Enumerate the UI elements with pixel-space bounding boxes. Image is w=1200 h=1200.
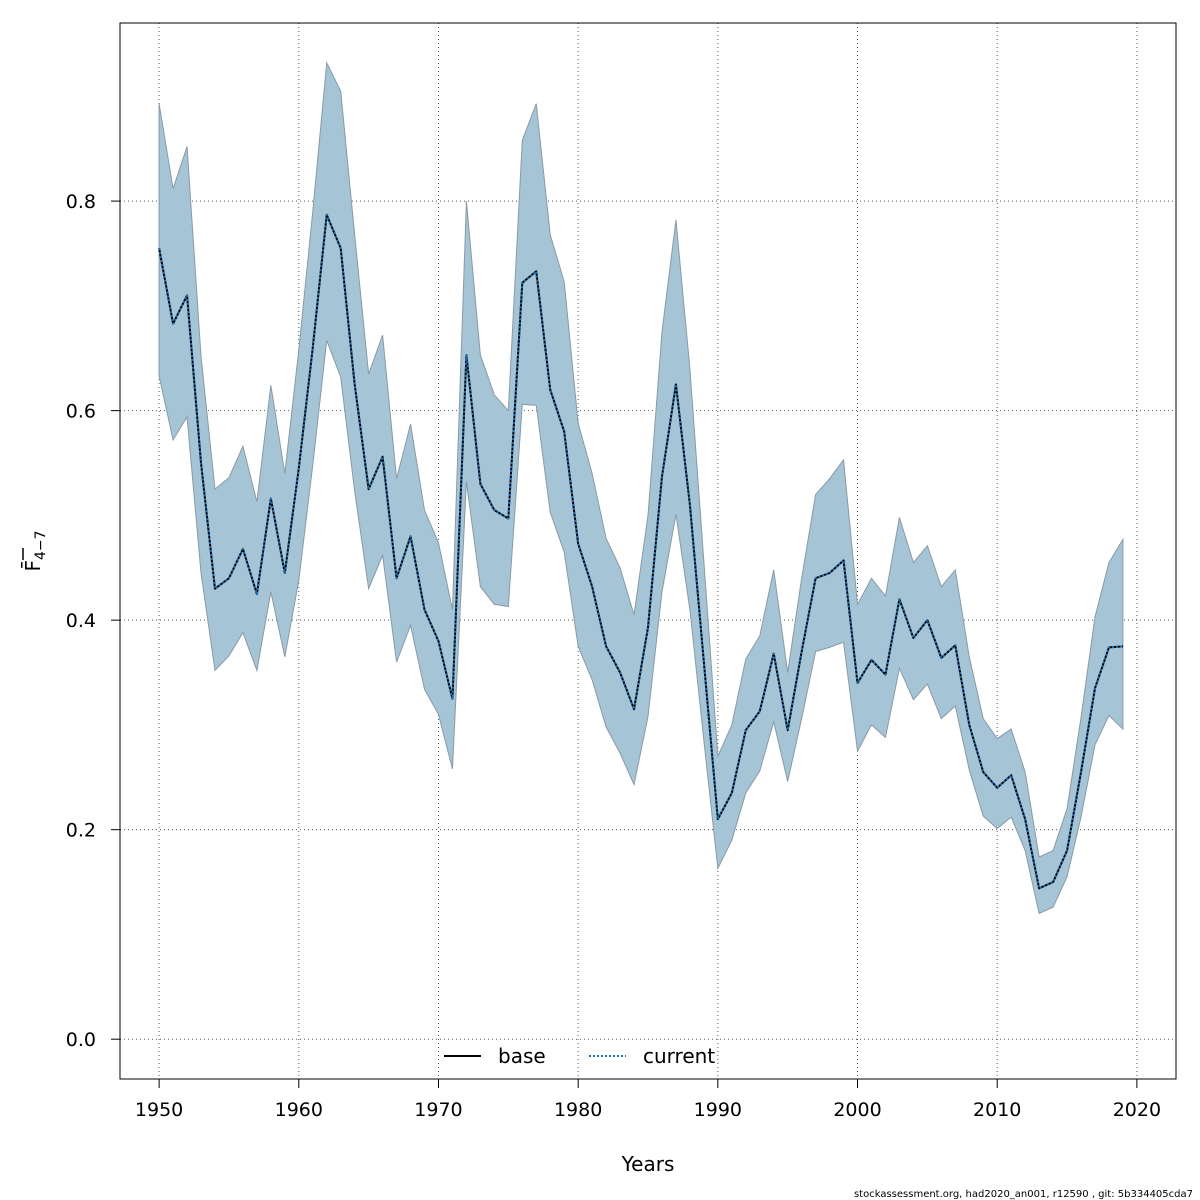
footer-text: stockassessment.org, had2020_an001, r125… — [854, 1189, 1193, 1200]
series-lines — [158, 213, 1123, 890]
svg-text:F̄4−7: F̄4−7 — [20, 530, 49, 571]
x-tick-label: 2020 — [1113, 1099, 1161, 1121]
y-axis-title: F̄4−7 — [20, 530, 49, 571]
y-axis-title-main: F̄ — [20, 560, 45, 572]
x-tick-label: 1950 — [135, 1099, 183, 1121]
y-tick-label: 0.4 — [66, 610, 96, 632]
x-axis-title: Years — [621, 1152, 675, 1176]
y-tick-label: 0.2 — [66, 820, 96, 842]
x-tick-label: 1980 — [554, 1099, 602, 1121]
confidence-band — [158, 61, 1124, 915]
axes: 1950 1960 1970 1980 1990 2000 2010 2020 0.0 0.2 0.… — [66, 191, 1161, 1121]
y-tick-label: 0.8 — [66, 191, 96, 213]
legend: base current — [444, 1044, 715, 1068]
legend-base-label: base — [498, 1044, 546, 1068]
x-tick-label: 1970 — [414, 1099, 462, 1121]
confidence-band-area — [158, 61, 1124, 915]
y-axis-title-subscript: 4−7 — [33, 530, 49, 560]
x-tick-label: 2000 — [833, 1099, 881, 1121]
legend-current-label: current — [643, 1044, 715, 1068]
x-tick-label: 1990 — [694, 1099, 742, 1121]
x-tick-label: 2010 — [973, 1099, 1021, 1121]
y-tick-label: 0.6 — [66, 401, 96, 423]
series-line-current — [158, 213, 1123, 890]
x-tick-label: 1960 — [275, 1099, 323, 1121]
y-tick-label: 0.0 — [66, 1029, 96, 1051]
